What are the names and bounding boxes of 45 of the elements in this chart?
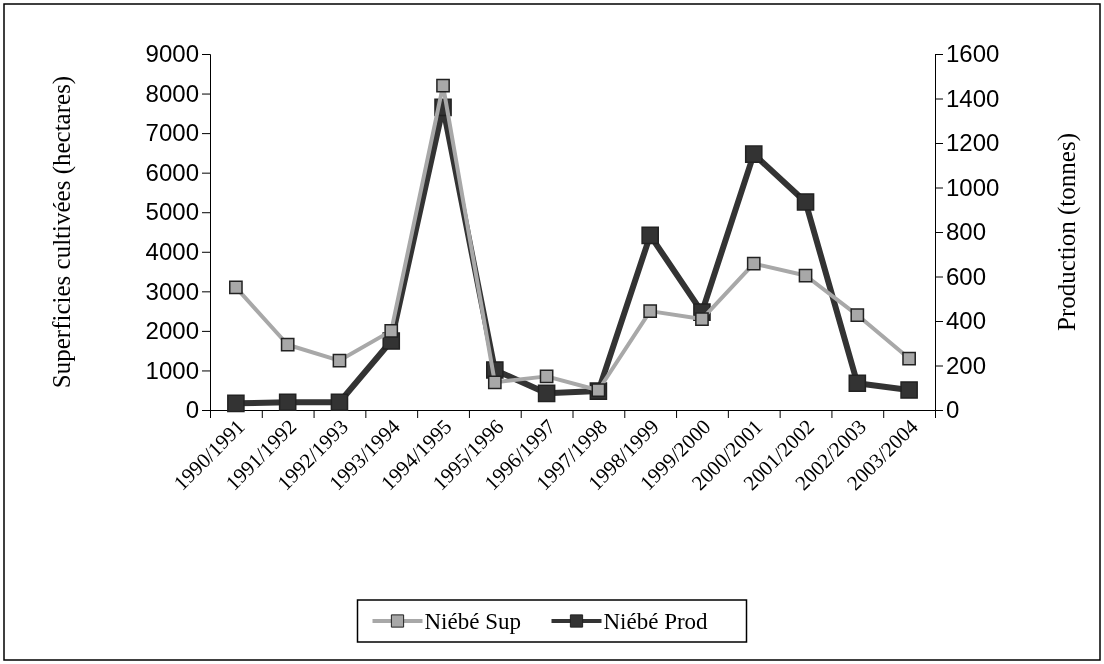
point: [641, 226, 659, 245]
point: [384, 324, 399, 338]
y-tick-label: 1000: [145, 356, 199, 384]
y-tick-label: 4000: [145, 237, 199, 265]
y2-tick-label: 400: [946, 307, 987, 335]
point: [227, 394, 245, 413]
point: [744, 145, 763, 163]
y-tick-label: 5000: [145, 198, 199, 226]
point: [332, 353, 347, 368]
point: [229, 280, 243, 295]
point: [278, 393, 297, 412]
y2-tick-label: 0: [946, 396, 960, 424]
point: [487, 375, 502, 390]
y2-axis-title: Production (tonnes): [1053, 133, 1081, 331]
point: [796, 193, 815, 211]
point: [798, 268, 813, 283]
y-tick-label: 2000: [145, 317, 199, 345]
y2-tick-label: 1400: [946, 84, 1000, 112]
point: [850, 308, 865, 322]
point: [436, 78, 450, 93]
point: [643, 304, 658, 318]
y2-tick-label: 800: [946, 218, 987, 246]
y-tick-label: 3000: [145, 277, 199, 305]
point: [537, 384, 556, 403]
y2-tick-label: 1600: [946, 40, 1000, 68]
point: [280, 337, 295, 352]
y2-tick-label: 1200: [946, 129, 1000, 157]
y2-tick-label: 1000: [946, 173, 1000, 201]
y-tick-label: 9000: [145, 40, 199, 68]
point: [746, 256, 761, 271]
point: [695, 312, 709, 326]
y2-tick-label: 600: [946, 262, 987, 290]
y2-tick-label: 200: [946, 351, 987, 379]
y-axis-title: Superficies cultivées (hectares): [48, 75, 76, 389]
point: [330, 393, 349, 412]
y-tick-label: 7000: [145, 119, 199, 147]
legend-label: Niébé Sup: [424, 609, 521, 634]
y-tick-label: 8000: [145, 79, 199, 107]
y-tick-label: 6000: [145, 158, 199, 186]
legend-label: Niébé Prod: [603, 609, 709, 634]
y-tick-label: 0: [185, 396, 199, 424]
point: [902, 351, 916, 366]
point: [848, 374, 867, 393]
point: [539, 369, 554, 384]
point: [900, 381, 918, 399]
